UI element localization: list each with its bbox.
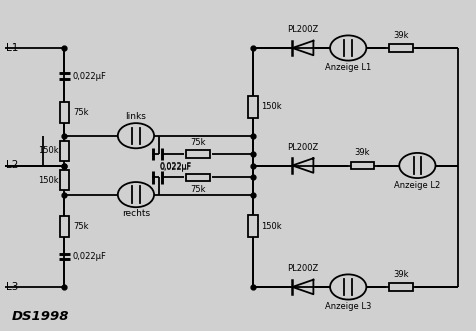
Text: L3: L3 [6, 282, 18, 292]
Text: Anzeige L2: Anzeige L2 [394, 181, 439, 190]
Circle shape [118, 123, 154, 148]
Text: 39k: 39k [392, 270, 407, 279]
Bar [248, 96, 257, 118]
Text: PL200Z: PL200Z [287, 143, 318, 152]
Text: L1: L1 [6, 43, 18, 53]
Text: 0,022µF: 0,022µF [159, 162, 191, 171]
Text: links: links [125, 112, 146, 121]
Circle shape [329, 274, 366, 300]
Text: 150k: 150k [38, 175, 59, 185]
Bar [60, 216, 69, 238]
Text: 39k: 39k [392, 31, 407, 40]
Text: Anzeige L3: Anzeige L3 [324, 302, 371, 311]
Bar [60, 102, 69, 123]
Text: 39k: 39k [354, 148, 369, 158]
Circle shape [118, 182, 154, 207]
Text: 75k: 75k [190, 138, 205, 147]
Text: 150k: 150k [261, 222, 281, 231]
Bar [388, 283, 412, 291]
Bar [60, 141, 69, 161]
Text: rechts: rechts [122, 209, 149, 218]
Text: 0,022µF: 0,022µF [73, 252, 107, 261]
Circle shape [398, 153, 435, 178]
Text: 75k: 75k [190, 184, 205, 194]
Text: L2: L2 [6, 161, 18, 170]
Bar [185, 150, 210, 158]
Text: 75k: 75k [73, 222, 88, 231]
Bar [388, 44, 412, 52]
Text: PL200Z: PL200Z [287, 25, 318, 34]
Bar [350, 162, 374, 169]
Text: DS1998: DS1998 [12, 309, 69, 323]
Text: 0,022µF: 0,022µF [73, 71, 107, 81]
Text: 150k: 150k [38, 146, 59, 155]
Bar [185, 174, 210, 181]
Text: 0,022µF: 0,022µF [159, 163, 191, 172]
Text: 75k: 75k [73, 108, 88, 117]
Bar [60, 170, 69, 190]
Text: 150k: 150k [261, 102, 281, 111]
Circle shape [329, 35, 366, 61]
Text: Anzeige L1: Anzeige L1 [325, 63, 370, 72]
Text: PL200Z: PL200Z [287, 264, 318, 273]
Bar [248, 215, 257, 237]
